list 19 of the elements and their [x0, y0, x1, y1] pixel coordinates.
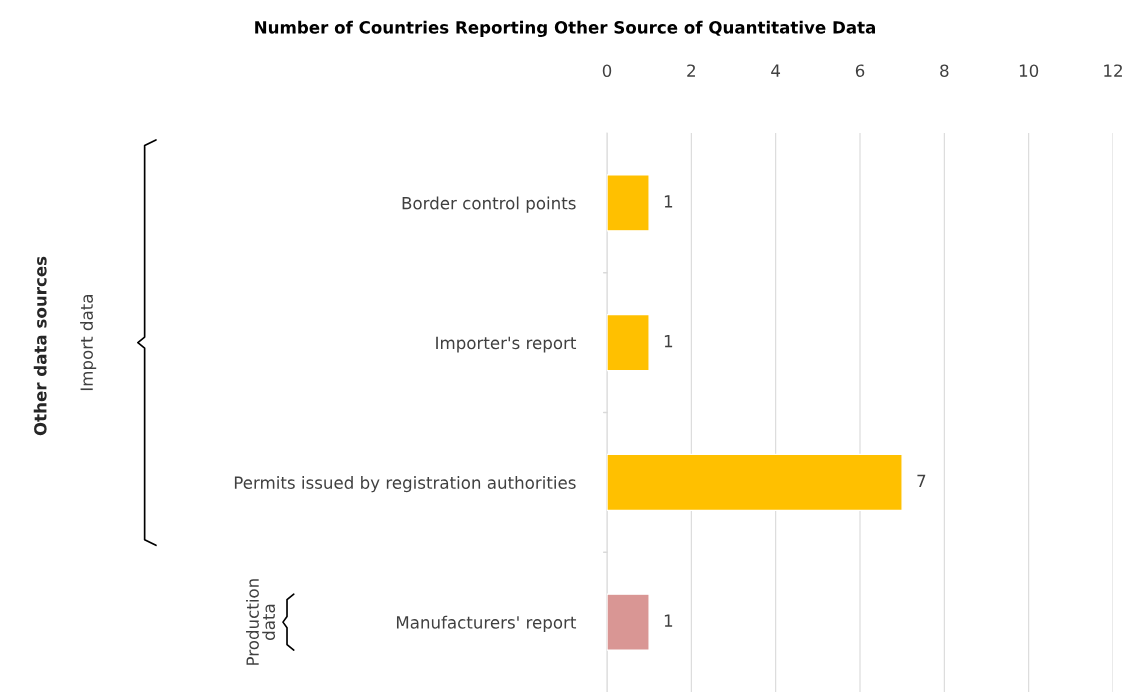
y-tick-label: Border control points — [402, 196, 576, 213]
text: Import data — [80, 295, 97, 391]
y-tick-label: Permits issued by registration authorities — [234, 476, 576, 493]
x-tick-label: 12 — [1104, 64, 1122, 77]
y-tick-label: Importer's report — [436, 336, 577, 353]
data-label: 1 — [664, 614, 673, 627]
x-tick-label: 10 — [1019, 64, 1039, 77]
chart-title: Number of Countries Reporting Other Source of Quantitative Data — [255, 20, 876, 38]
text: Production data — [246, 579, 276, 665]
data-label: 7 — [917, 474, 926, 487]
text: Other data sources — [33, 256, 47, 436]
data-label: 1 — [664, 195, 673, 208]
x-tick-label: 6 — [855, 64, 865, 77]
x-tick-label: 8 — [940, 64, 949, 77]
x-tick-label: 4 — [771, 64, 781, 77]
x-tick-label: 0 — [602, 64, 612, 77]
data-label: 1 — [664, 335, 673, 348]
y-tick-label: Manufacturers' report — [396, 615, 577, 632]
x-tick-label: 2 — [687, 64, 695, 77]
